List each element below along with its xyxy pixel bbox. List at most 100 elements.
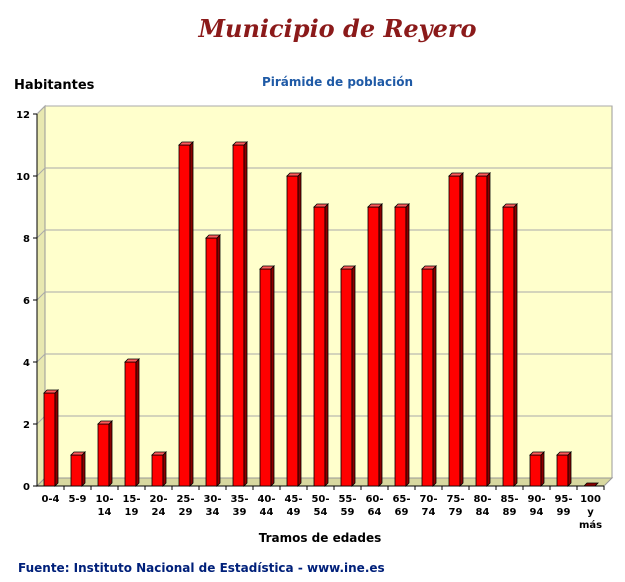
bar-front [286,175,299,487]
bar-side [378,203,383,487]
bar-top [313,203,329,208]
bar-top [556,451,572,456]
bar [70,451,86,487]
bar-top [232,141,248,146]
chart-subtitle: Pirámide de población [261,75,413,89]
x-tick-label: 90-94 [527,494,545,518]
bar-side [405,203,410,487]
bar [421,265,437,487]
bar-front [475,175,488,487]
bar-top [583,482,599,487]
bar [502,203,518,487]
x-tick-label: 45-49 [284,494,302,518]
bar [232,141,248,487]
bar-front [502,206,515,487]
bar [448,172,464,487]
bar-top [340,265,356,270]
bar-top [43,389,59,394]
bar [259,265,275,487]
x-tick-label: 75-79 [446,494,464,518]
x-tick-label: 0-4 [41,494,59,505]
bar-front [97,423,110,487]
bar-front [178,144,191,487]
bar [313,203,329,487]
x-tick-label: 80-84 [473,494,491,518]
bar-side [486,172,491,487]
x-axis-title: Tramos de edades [258,531,382,545]
bar-side [81,451,86,487]
bar [97,420,113,487]
x-tick-label: 95-99 [554,494,572,518]
x-tick-label: 65-69 [392,494,410,518]
bar-front [394,206,407,487]
bar-side [324,203,329,487]
y-tick-label: 12 [16,110,30,121]
bar [475,172,491,487]
bar [178,141,194,487]
bar-side [135,358,140,487]
y-tick-label: 0 [23,482,30,493]
bar-top [367,203,383,208]
bar-side [432,265,437,487]
bar-side [54,389,59,487]
x-tick-label: 35-39 [230,494,248,518]
bar-front [556,454,569,487]
y-tick-label: 6 [23,296,30,307]
bar [394,203,410,487]
bar-front [124,361,137,487]
bar-front [367,206,380,487]
x-tick-label: 60-64 [365,494,383,518]
bar-front [529,454,542,487]
x-tick-labels: 0-4 5-9 10-14 15-19 20-24 25-29 30-34 35-39 40-4… [41,494,602,531]
bar-top [151,451,167,456]
grid-line [36,105,612,115]
x-tick-label: 50-54 [311,494,329,518]
bar [583,482,599,487]
bar-front [232,144,245,487]
bar-front [43,392,56,487]
bar-top [448,172,464,177]
bar-top [286,172,302,177]
bar-front [340,268,353,487]
bar-top [70,451,86,456]
source-footer: Fuente: Instituto Nacional de Estadístic… [18,561,385,575]
bar-side [108,420,113,487]
bar-top [475,172,491,177]
bar [529,451,545,487]
x-tick-label: 100 y más [579,494,602,531]
x-tick-label: 15-19 [122,494,140,518]
bar-side [297,172,302,487]
bars-group [43,141,599,487]
x-tick-label: 25-29 [176,494,194,518]
bar-side [162,451,167,487]
bar [205,234,221,487]
y-tick-label: 8 [23,234,30,245]
bar-side [351,265,356,487]
bar-side [216,234,221,487]
bar-top [502,203,518,208]
bar-front [259,268,272,487]
grid-line [36,167,612,177]
bar-top [178,141,194,146]
bar [151,451,167,487]
bar-side [243,141,248,487]
bar-side [567,451,572,487]
bar [286,172,302,487]
bar-side [540,451,545,487]
bar-front [205,237,218,487]
bar-top [124,358,140,363]
bar [124,358,140,487]
bar-front [313,206,326,487]
x-tick-label: 20-24 [149,494,167,518]
chart-title: Municipio de Reyero [198,14,477,43]
x-tick-label: 30-34 [203,494,221,518]
bar-top [421,265,437,270]
bar-top [97,420,113,425]
bar [367,203,383,487]
bar-top [259,265,275,270]
bar-front [421,268,434,487]
bar-front [70,454,83,487]
y-tick-label: 10 [16,172,30,183]
y-tick-label: 2 [23,420,30,431]
x-tick-label: 70-74 [419,494,437,518]
